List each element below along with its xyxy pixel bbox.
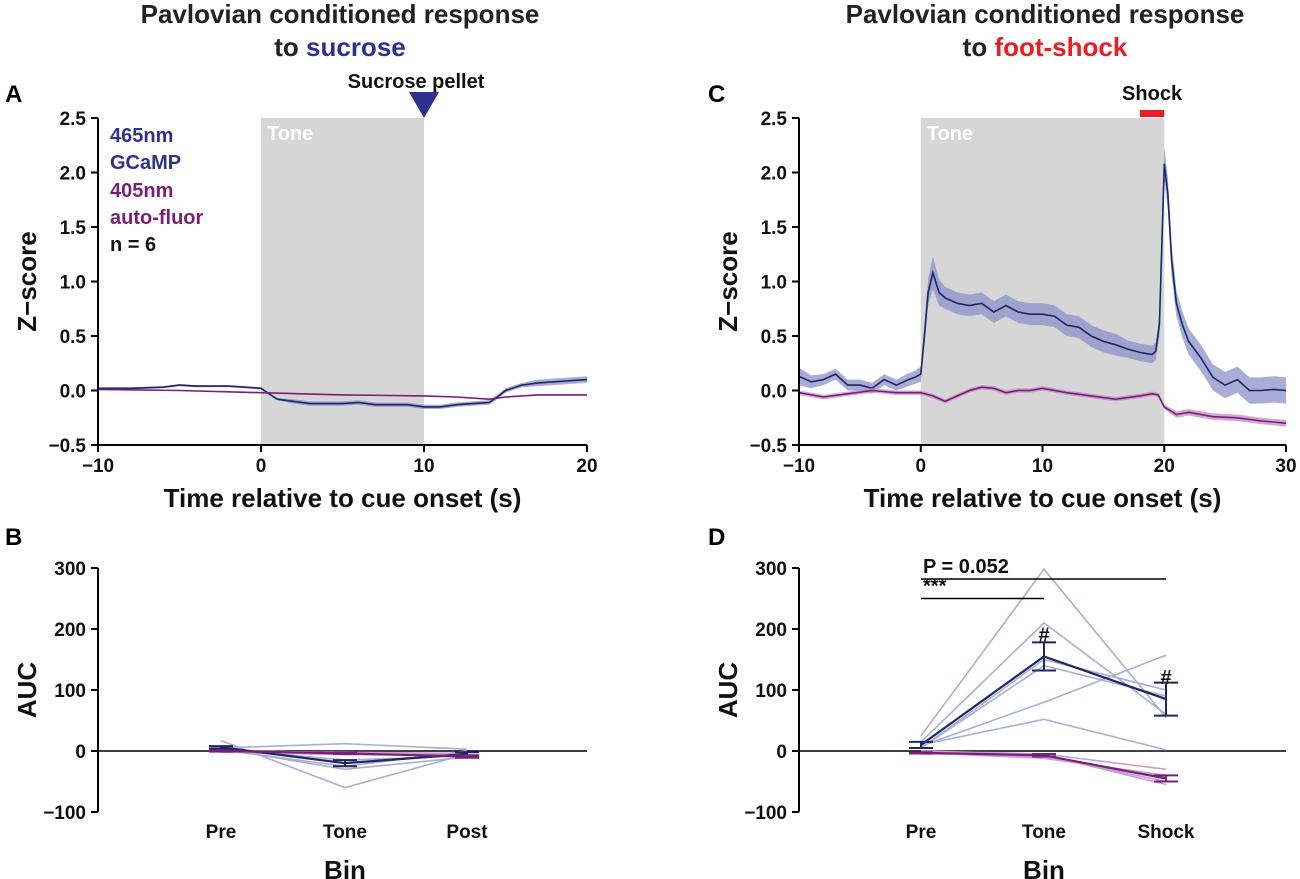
- y-tick-label: 0.5: [761, 327, 788, 348]
- individual-line-gcamp: [920, 654, 1167, 747]
- y-tick-label: 0: [75, 742, 86, 763]
- panel-a-chart: Tone −0.5 0.0 0.5 1.0 1.5 2.0 2.5 −10 0 10 20 Time r…: [12, 71, 598, 513]
- panel-label-b: B: [5, 524, 22, 551]
- y-tick-label: 2.5: [60, 109, 87, 130]
- legend-auto-line2: auto-fluor: [110, 207, 204, 229]
- series-line-gcamp: [98, 378, 588, 408]
- category-label: Shock: [1137, 822, 1194, 843]
- x-axis-title: Bin: [324, 855, 366, 879]
- right-title-line1: Pavlovian conditioned response: [846, 0, 1245, 29]
- panel-label-d: D: [708, 524, 725, 551]
- y-tick-label: 2.0: [761, 164, 787, 185]
- legend-auto-line1: 405nm: [110, 180, 173, 202]
- panel-d-chart: −100 0 100 200 300 Pre Tone Shock Bin AUC P = 0.05…: [713, 556, 1286, 879]
- series-band-gcamp: [98, 376, 587, 409]
- y-axis-title: AUC: [12, 662, 42, 719]
- series-line-gcamp: [798, 163, 1287, 392]
- series-line-autofluor: [798, 386, 1287, 424]
- hash-marker: #: [1160, 667, 1171, 689]
- x-tick-label: 10: [1032, 456, 1053, 477]
- category-label: Pre: [906, 822, 937, 843]
- y-tick-label: 100: [54, 681, 86, 702]
- x-tick-label: 20: [1154, 456, 1175, 477]
- y-tick-label: 1.5: [761, 218, 788, 239]
- series-line-autofluor: [97, 388, 587, 401]
- panel-label-a: A: [5, 81, 22, 108]
- tone-label: Tone: [927, 123, 973, 145]
- category-label: Tone: [1022, 822, 1066, 843]
- left-title-line2: to sucrose: [274, 32, 406, 62]
- left-title-prefix: to: [274, 32, 306, 62]
- y-tick-label: −100: [744, 803, 787, 824]
- y-tick-label: −100: [43, 803, 86, 824]
- individual-line-gcamp: [920, 718, 1167, 751]
- x-axis-title: Time relative to cue onset (s): [164, 483, 522, 513]
- left-title-line1: Pavlovian conditioned response: [141, 0, 540, 29]
- x-tick-label: 10: [413, 456, 434, 477]
- legend-gcamp-line2: GCaMP: [110, 152, 181, 174]
- panel-b-chart: −100 0 100 200 300 Pre Tone Post Bin AUC: [12, 559, 587, 879]
- right-title-highlight: foot-shock: [994, 32, 1127, 62]
- legend: 465nm GCaMP 405nm auto-fluor n = 6: [110, 125, 204, 256]
- x-tick-label: 30: [1275, 456, 1296, 477]
- panel-c-chart: Tone −0.5 0.0 0.5 1.0 1.5 2.0 2.5 −10 0 10 20 30 Time…: [713, 83, 1297, 513]
- significance-label: P = 0.052: [923, 556, 1009, 578]
- y-axis-title: Z−score: [713, 231, 743, 331]
- tone-shading: [261, 118, 424, 445]
- panel-label-c: C: [708, 81, 725, 108]
- shock-bar: [1139, 110, 1165, 117]
- y-tick-label: −0.5: [48, 436, 86, 457]
- significance-label: ***: [923, 576, 947, 598]
- series-band-gcamp: [799, 147, 1286, 404]
- y-axis-title: AUC: [713, 662, 743, 719]
- tone-label: Tone: [267, 123, 313, 145]
- individual-line-gcamp: [220, 742, 468, 750]
- y-tick-label: 1.0: [60, 273, 86, 294]
- y-tick-label: 300: [54, 559, 86, 580]
- y-axis-title: Z−score: [12, 231, 42, 331]
- x-tick-label: −10: [82, 456, 114, 477]
- y-tick-label: 100: [755, 681, 787, 702]
- y-tick-label: 0.0: [60, 382, 86, 403]
- y-tick-label: −0.5: [749, 436, 787, 457]
- right-title-prefix: to: [963, 32, 995, 62]
- individual-line-gcamp: [920, 567, 1167, 737]
- y-tick-label: 0.0: [761, 382, 787, 403]
- y-tick-label: 0.5: [60, 327, 87, 348]
- hash-marker: #: [1038, 624, 1049, 646]
- sucrose-pellet-label: Sucrose pellet: [348, 71, 485, 93]
- category-label: Post: [446, 822, 488, 843]
- legend-n: n = 6: [110, 234, 156, 256]
- category-label: Tone: [323, 822, 367, 843]
- y-tick-label: 200: [54, 620, 86, 641]
- category-label: Pre: [206, 822, 237, 843]
- x-tick-label: 0: [256, 456, 267, 477]
- right-title-line2: to foot-shock: [963, 32, 1128, 62]
- y-tick-label: 1.0: [761, 273, 787, 294]
- sucrose-pellet-marker: [409, 92, 439, 118]
- shock-label: Shock: [1122, 83, 1183, 105]
- legend-gcamp-line1: 465nm: [110, 125, 173, 147]
- y-tick-label: 1.5: [60, 218, 87, 239]
- x-tick-label: 20: [576, 456, 597, 477]
- y-tick-label: 300: [755, 559, 787, 580]
- y-tick-label: 200: [755, 620, 787, 641]
- x-tick-label: 0: [915, 456, 926, 477]
- left-title-highlight: sucrose: [306, 32, 406, 62]
- x-tick-label: −10: [783, 456, 815, 477]
- x-axis-title: Bin: [1023, 855, 1065, 879]
- y-tick-label: 2.5: [761, 109, 788, 130]
- y-tick-label: 2.0: [60, 164, 86, 185]
- x-axis-title: Time relative to cue onset (s): [864, 483, 1222, 513]
- y-tick-label: 0: [776, 742, 787, 763]
